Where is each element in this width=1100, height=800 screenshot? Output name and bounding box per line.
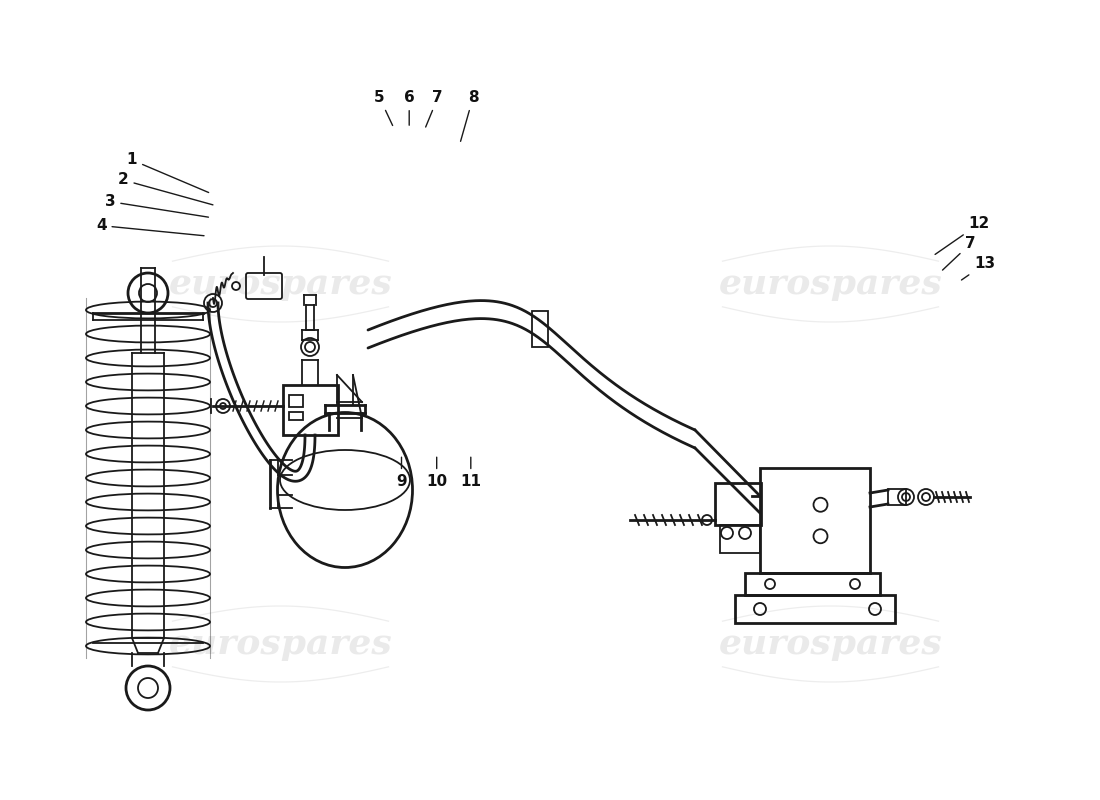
Bar xyxy=(760,468,870,573)
Text: 6: 6 xyxy=(404,90,415,126)
Text: 4: 4 xyxy=(96,218,204,236)
Bar xyxy=(715,483,761,525)
Text: 7: 7 xyxy=(943,237,976,270)
Bar xyxy=(289,395,302,407)
Text: 8: 8 xyxy=(461,90,478,142)
Text: eurospares: eurospares xyxy=(718,627,943,661)
Bar xyxy=(283,385,338,435)
Bar xyxy=(888,489,906,505)
Text: 2: 2 xyxy=(118,173,213,205)
Text: 1: 1 xyxy=(126,153,209,193)
Bar xyxy=(289,412,302,420)
Text: 7: 7 xyxy=(426,90,443,127)
Text: 9: 9 xyxy=(396,457,407,489)
Bar xyxy=(720,525,760,553)
Text: eurospares: eurospares xyxy=(168,267,393,301)
Text: eurospares: eurospares xyxy=(168,627,393,661)
Bar xyxy=(531,311,548,347)
Text: 11: 11 xyxy=(460,457,482,489)
Text: 13: 13 xyxy=(961,257,996,280)
Text: 5: 5 xyxy=(374,90,393,126)
Bar xyxy=(735,595,895,623)
Text: 12: 12 xyxy=(935,217,990,254)
Text: 3: 3 xyxy=(104,194,209,217)
Text: eurospares: eurospares xyxy=(718,267,943,301)
Text: 10: 10 xyxy=(426,457,448,489)
Bar xyxy=(745,573,880,595)
